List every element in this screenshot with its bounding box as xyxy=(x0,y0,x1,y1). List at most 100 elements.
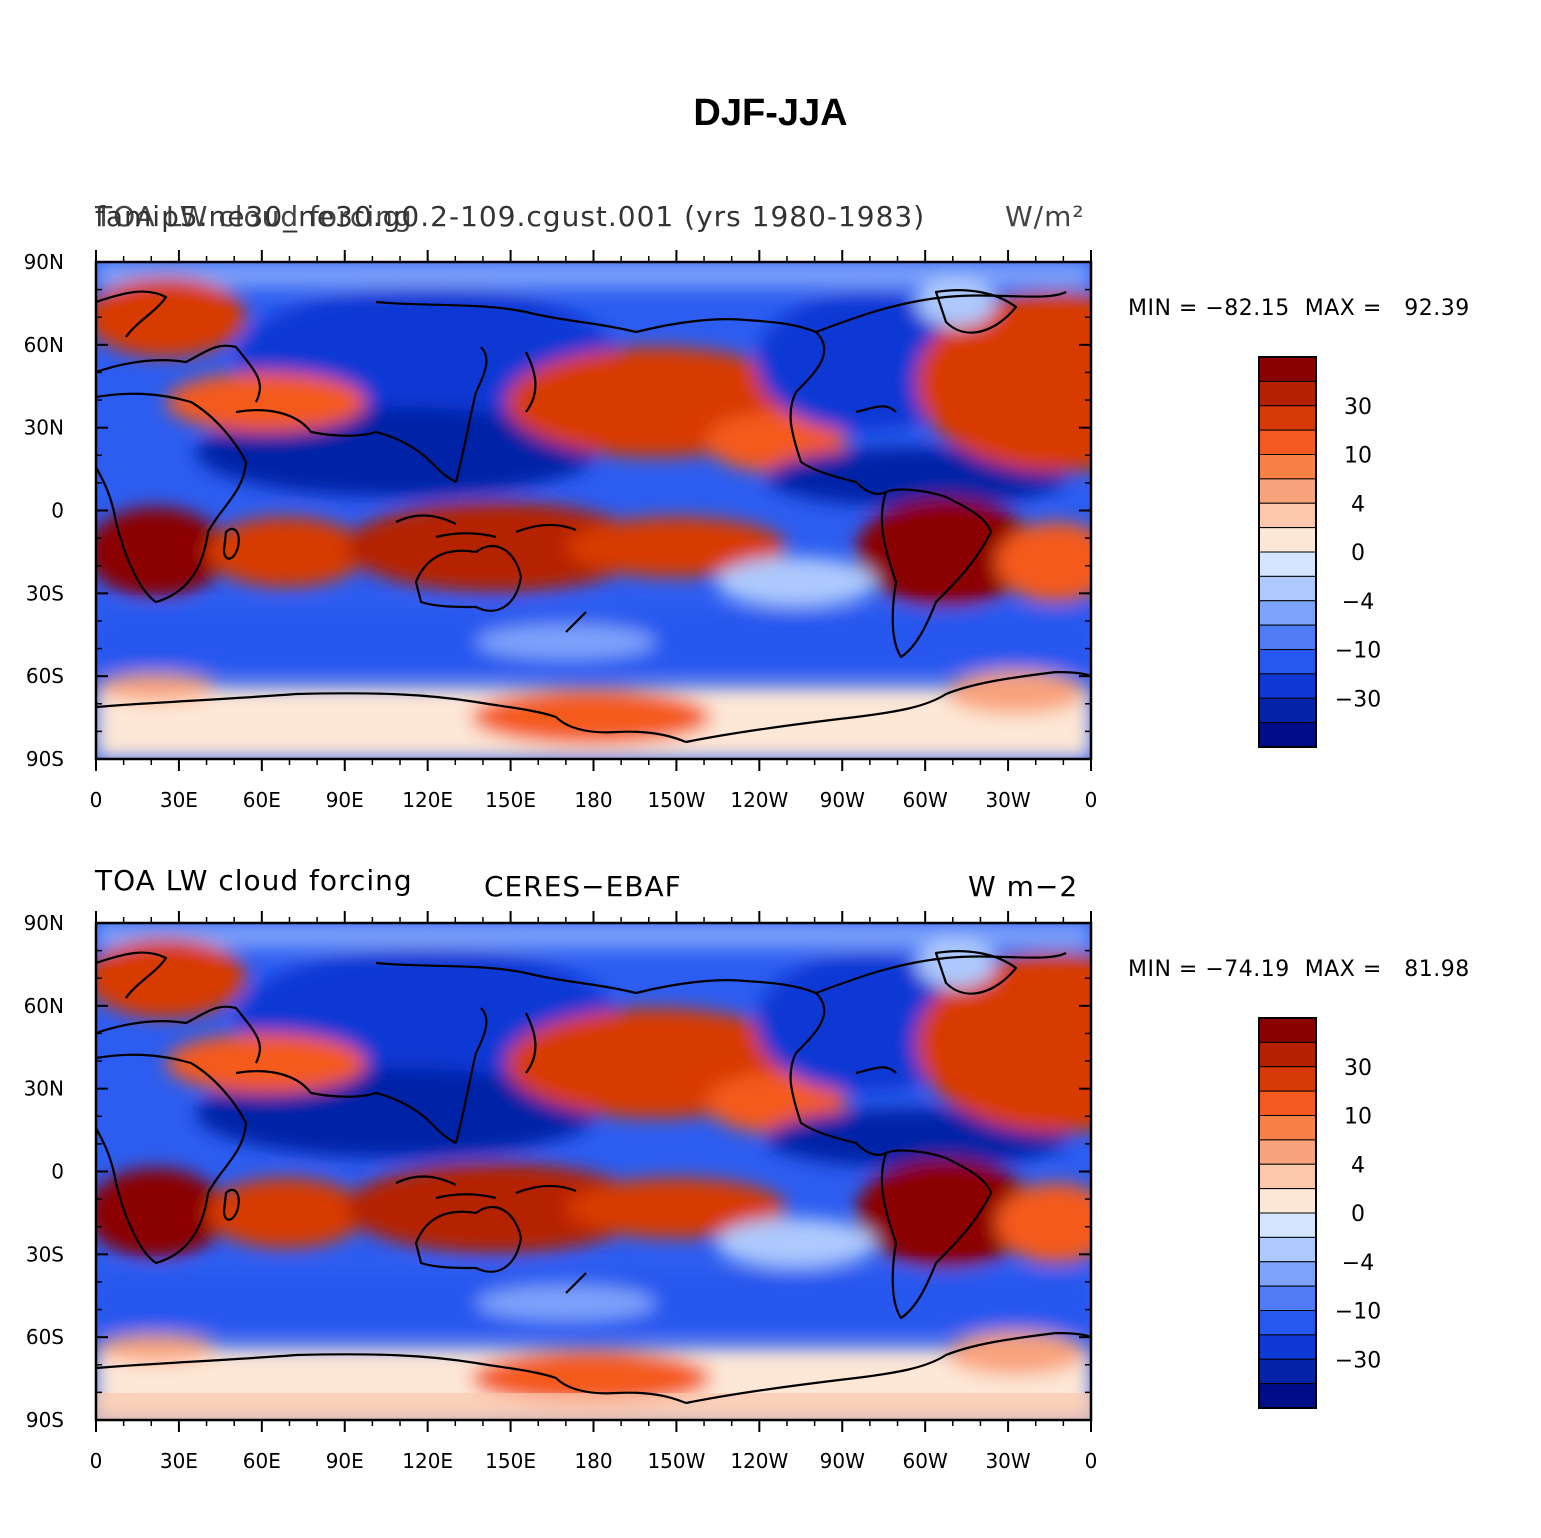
colorbar-swatch xyxy=(1258,600,1317,626)
lon-tick-label: 150E xyxy=(485,788,536,812)
colorbar-swatch xyxy=(1258,697,1317,724)
panel1-map: 90N 60N 30N 0 30S 60S 90S 0 30E 60E 90E 120E 150E 180… xyxy=(24,250,1196,812)
lat-tick-label: 0 xyxy=(51,499,64,523)
colorbar-label: 30 xyxy=(1344,1056,1372,1081)
lat-tick-label: 90S xyxy=(26,1408,64,1432)
colorbar-swatch xyxy=(1258,1285,1317,1311)
colorbar-swatch xyxy=(1258,454,1317,480)
lon-tick-label: 60E xyxy=(243,788,281,812)
colorbar-swatch xyxy=(1258,649,1317,675)
colorbar-swatch xyxy=(1258,624,1317,650)
colorbar-swatch xyxy=(1258,1188,1317,1214)
colorbar-swatch xyxy=(1258,1139,1317,1165)
colorbar-swatch xyxy=(1258,502,1317,529)
colorbar-swatch xyxy=(1258,1310,1317,1336)
panel1-title-left: TOA LW cloud forcing xyxy=(95,200,413,233)
colorbar-swatch xyxy=(1258,429,1317,455)
colorbar-swatch xyxy=(1258,1163,1317,1190)
lon-tick-label: 120W xyxy=(730,1449,788,1473)
colorbar-swatch xyxy=(1258,1358,1317,1385)
lon-tick-label: 90W xyxy=(820,1449,865,1473)
panel2-map: 90N 60N 30N 0 30S 60S 90S 0 30E 60E 90E 120E 150E 180… xyxy=(24,911,1098,1473)
lon-tick-label: 120W xyxy=(730,788,788,812)
lon-tick-label: 60E xyxy=(243,1449,281,1473)
lat-tick-label: 60S xyxy=(26,664,64,688)
panel1-stats: MIN = −82.15 MAX = 92.39 xyxy=(1128,296,1470,321)
colorbar-label: −30 xyxy=(1335,1348,1381,1373)
lon-tick-label: 0 xyxy=(1085,1449,1098,1473)
panel2-ticks: 90N 60N 30N 0 30S 60S 90S 0 30E 60E 90E 120E 150E 180… xyxy=(24,911,1098,1473)
colorbar-swatch xyxy=(1258,356,1317,382)
panel1-title-units: W/m² xyxy=(1005,200,1085,233)
colorbar-frame xyxy=(1258,356,1317,748)
colorbar-label: 30 xyxy=(1344,395,1372,420)
colorbar-swatch xyxy=(1258,380,1317,407)
lon-tick-label: 90W xyxy=(820,788,865,812)
lon-tick-label: 0 xyxy=(90,788,103,812)
lon-tick-label: 150W xyxy=(647,1449,705,1473)
lat-tick-label: 60S xyxy=(26,1325,64,1349)
colorbar-label: −4 xyxy=(1342,590,1374,615)
lon-tick-label: 120E xyxy=(402,788,453,812)
colorbar-swatch xyxy=(1258,1017,1317,1043)
panel1-title-case: famip5.ne30_ne30.g0.2-109.cgust.001 (yrs… xyxy=(95,200,926,233)
colorbar-label: 4 xyxy=(1351,1153,1365,1178)
lon-tick-label: 90E xyxy=(326,1449,364,1473)
lat-tick-label: 90S xyxy=(26,747,64,771)
colorbar-label: −4 xyxy=(1342,1251,1374,1276)
panel2-title-left: TOA LW cloud forcing xyxy=(95,864,413,897)
panel2-title-center: CERES−EBAF xyxy=(484,870,682,903)
figure-title: DJF-JJA xyxy=(693,92,848,134)
lat-tick-label: 30N xyxy=(24,416,64,440)
lat-tick-label: 90N xyxy=(24,250,64,274)
panel2-stats: MIN = −74.19 MAX = 81.98 xyxy=(1128,957,1470,982)
lat-tick-label: 60N xyxy=(24,994,64,1018)
colorbar-swatch xyxy=(1258,673,1317,699)
panel2-title-units: W m−2 xyxy=(968,870,1079,903)
colorbar-swatch xyxy=(1258,1236,1317,1263)
colorbar-swatch xyxy=(1258,1090,1317,1116)
colorbar-swatch xyxy=(1258,1066,1317,1092)
panel2-colorbar: 30 10 4 0 −4 −10 −30 xyxy=(1258,1017,1381,1409)
colorbar-label: 10 xyxy=(1344,1105,1372,1130)
colorbar-swatch xyxy=(1258,405,1317,431)
panel1-ticks: 90N 60N 30N 0 30S 60S 90S 0 30E 60E 90E 120E 150E 180… xyxy=(24,250,1098,812)
colorbar-frame xyxy=(1258,1017,1317,1409)
panel1-contour-field xyxy=(86,262,1196,759)
colorbar-swatch xyxy=(1258,551,1317,577)
colorbar-label: 0 xyxy=(1351,541,1365,566)
lon-tick-label: 150E xyxy=(485,1449,536,1473)
lon-tick-label: 60W xyxy=(903,788,948,812)
lon-tick-label: 30W xyxy=(985,1449,1030,1473)
lon-tick-label: 30E xyxy=(160,788,198,812)
colorbar-label: 4 xyxy=(1351,492,1365,517)
lat-tick-label: 30N xyxy=(24,1077,64,1101)
colorbar-swatch xyxy=(1258,1115,1317,1141)
colorbar-swatch xyxy=(1258,575,1317,602)
lat-tick-label: 0 xyxy=(51,1160,64,1184)
colorbar-swatch xyxy=(1258,527,1317,553)
lat-tick-label: 60N xyxy=(24,333,64,357)
colorbar-swatch xyxy=(1258,1212,1317,1238)
lat-tick-label: 90N xyxy=(24,911,64,935)
colorbar-label: 10 xyxy=(1344,444,1372,469)
colorbar-label: 0 xyxy=(1351,1202,1365,1227)
lon-tick-label: 0 xyxy=(1085,788,1098,812)
colorbar-label: −10 xyxy=(1335,1300,1381,1325)
colorbar-swatch xyxy=(1258,478,1317,504)
colorbar-swatch xyxy=(1258,1041,1317,1068)
colorbar-swatch xyxy=(1258,1383,1317,1409)
lon-tick-label: 120E xyxy=(402,1449,453,1473)
colorbar-swatch xyxy=(1258,722,1317,748)
colorbar-label: −10 xyxy=(1335,639,1381,664)
lon-tick-label: 180 xyxy=(574,788,612,812)
colorbar-swatch xyxy=(1258,1261,1317,1287)
colorbar-label: −30 xyxy=(1335,687,1381,712)
lon-tick-label: 180 xyxy=(574,1449,612,1473)
panel1-colorbar: 30 10 4 0 −4 −10 −30 xyxy=(1258,356,1381,748)
lon-tick-label: 150W xyxy=(647,788,705,812)
colorbar-swatch xyxy=(1258,1334,1317,1360)
lon-tick-label: 30E xyxy=(160,1449,198,1473)
lat-tick-label: 30S xyxy=(26,581,64,605)
lon-tick-label: 90E xyxy=(326,788,364,812)
